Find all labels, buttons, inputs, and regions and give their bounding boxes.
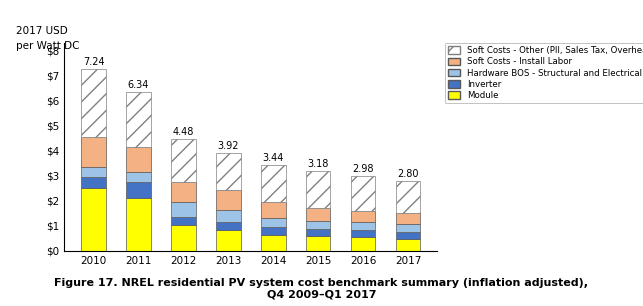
Bar: [81, 177, 106, 188]
Text: 2.80: 2.80: [397, 169, 419, 179]
Text: per Watt DC: per Watt DC: [16, 41, 79, 51]
Text: 4.48: 4.48: [173, 127, 194, 136]
Bar: [350, 211, 376, 222]
Text: 3.44: 3.44: [262, 153, 284, 163]
Bar: [171, 139, 195, 182]
Bar: [395, 239, 421, 251]
Bar: [216, 210, 240, 222]
Bar: [216, 230, 240, 251]
Bar: [216, 153, 240, 190]
Bar: [81, 137, 106, 167]
Bar: [261, 218, 285, 227]
Text: Figure 17. NREL residential PV system cost benchmark summary (inflation adjusted: Figure 17. NREL residential PV system co…: [55, 278, 588, 300]
Bar: [306, 208, 331, 221]
Text: 3.92: 3.92: [217, 141, 239, 151]
Bar: [126, 92, 151, 147]
Legend: Soft Costs - Other (PII, Sales Tax, Overhead, and Net Profit), Soft Costs - Inst: Soft Costs - Other (PII, Sales Tax, Over…: [445, 43, 643, 103]
Bar: [171, 217, 195, 225]
Bar: [261, 202, 285, 218]
Bar: [395, 213, 421, 224]
Bar: [81, 188, 106, 251]
Bar: [171, 225, 195, 251]
Bar: [261, 235, 285, 251]
Bar: [261, 165, 285, 202]
Bar: [395, 224, 421, 232]
Bar: [350, 222, 376, 230]
Bar: [306, 230, 331, 236]
Bar: [126, 198, 151, 251]
Bar: [171, 182, 195, 202]
Bar: [395, 232, 421, 239]
Bar: [126, 182, 151, 198]
Bar: [350, 176, 376, 211]
Bar: [395, 181, 421, 213]
Bar: [216, 190, 240, 210]
Text: 2017 USD: 2017 USD: [16, 26, 68, 36]
Bar: [350, 237, 376, 251]
Text: 7.24: 7.24: [83, 58, 104, 67]
Text: 2.98: 2.98: [352, 164, 374, 174]
Bar: [81, 167, 106, 177]
Bar: [171, 202, 195, 217]
Bar: [306, 171, 331, 208]
Text: 3.18: 3.18: [307, 159, 329, 169]
Bar: [126, 147, 151, 173]
Bar: [306, 236, 331, 251]
Bar: [350, 230, 376, 237]
Bar: [81, 69, 106, 137]
Bar: [216, 222, 240, 230]
Bar: [261, 227, 285, 235]
Bar: [126, 173, 151, 182]
Text: 6.34: 6.34: [128, 80, 149, 90]
Bar: [306, 221, 331, 230]
